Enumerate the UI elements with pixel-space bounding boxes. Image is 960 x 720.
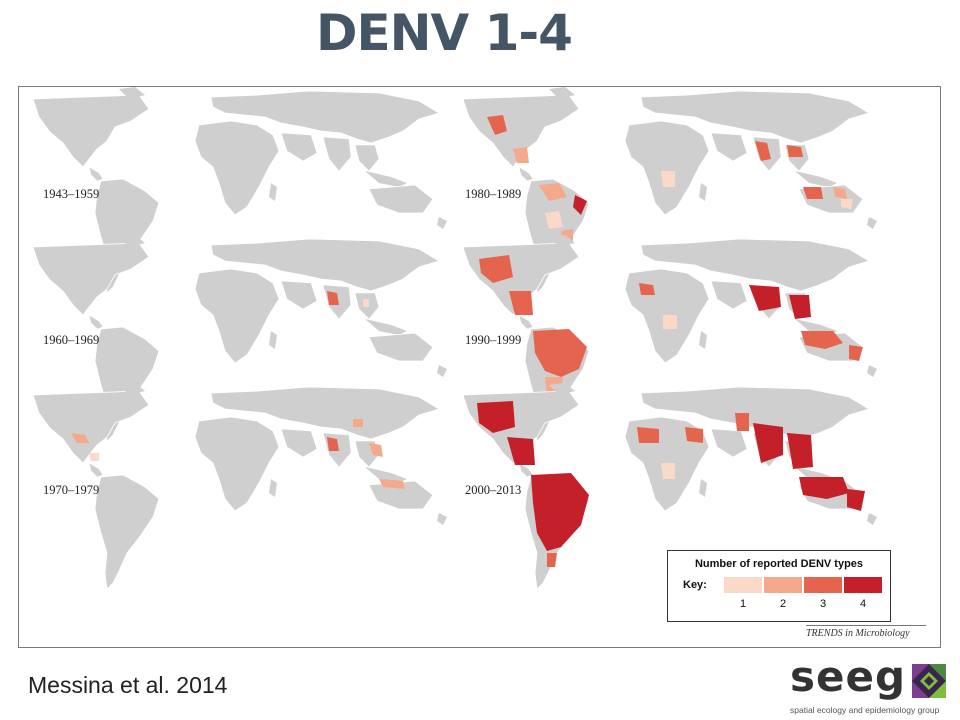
logo-wordmark: seeg — [790, 652, 907, 701]
credit-divider — [806, 625, 926, 626]
legend-value-1: 1 — [739, 598, 747, 610]
legend-value-4: 4 — [859, 598, 867, 610]
map-panel-1980-1989 — [462, 87, 878, 294]
period-label-5: 1970–1979 — [43, 483, 100, 497]
period-label-3: 1960–1969 — [43, 333, 100, 347]
citation: Messina et al. 2014 — [28, 672, 228, 698]
seeg-logo: seeg spatial ecology and epidemiology gr… — [790, 652, 950, 718]
period-label-2: 1980–1989 — [465, 187, 522, 201]
map-legend: Number of reported DENV types Key: 1 2 3… — [667, 550, 891, 622]
slide-title: DENV 1-4 — [316, 4, 573, 62]
dengue-map-figure: 1943–1959 1980–1989 1960–1969 1990–1999 … — [18, 86, 941, 648]
legend-swatch-3 — [804, 577, 842, 593]
period-label-4: 1990–1999 — [465, 333, 522, 347]
legend-value-3: 3 — [819, 598, 827, 610]
map-panel-1990-1999 — [462, 234, 878, 442]
journal-credit: TRENDS in Microbiology — [806, 628, 910, 639]
legend-title: Number of reported DENV types — [694, 558, 864, 570]
logo-mark-icon — [912, 664, 946, 698]
map-grid — [32, 87, 878, 590]
period-label-6: 2000–2013 — [465, 483, 522, 497]
map-panel-2000-2013 — [462, 382, 878, 590]
legend-swatch-4 — [844, 577, 882, 593]
map-panel-1960-1969 — [32, 234, 448, 442]
legend-swatch-2 — [764, 577, 802, 593]
legend-value-2: 2 — [779, 598, 787, 610]
legend-key-label: Key: — [683, 579, 707, 591]
legend-swatch-1 — [724, 577, 762, 593]
logo-tagline: spatial ecology and epidemiology group — [790, 705, 940, 715]
period-label-1: 1943–1959 — [43, 187, 100, 201]
map-panel-1970-1979 — [32, 382, 448, 590]
